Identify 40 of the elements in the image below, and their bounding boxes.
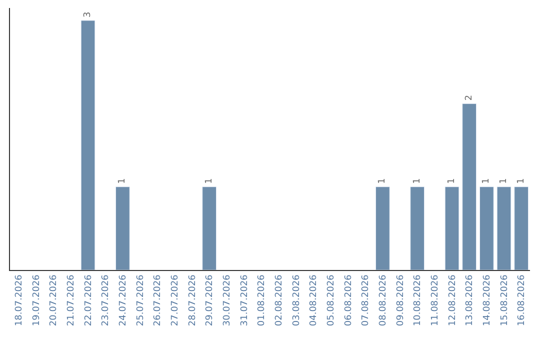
x-tick-label: 18.07.2026 (14, 274, 25, 326)
x-tick-label: 03.08.2026 (292, 274, 302, 326)
x-tick-label: 01.08.2026 (257, 274, 268, 326)
x-tick-label: 13.08.2026 (465, 274, 476, 326)
x-tick-label: 28.07.2026 (188, 274, 198, 326)
data-label: 1 (482, 178, 492, 184)
x-tick-label: 05.08.2026 (326, 274, 337, 326)
data-label: 1 (118, 178, 128, 184)
x-tick-label: 22.07.2026 (84, 274, 94, 326)
x-tick-label: 25.07.2026 (136, 274, 146, 326)
x-tick-label: 06.08.2026 (344, 274, 354, 326)
x-tick-label: 30.07.2026 (222, 274, 233, 326)
data-label: 2 (464, 94, 474, 101)
data-label: 1 (516, 178, 526, 184)
x-tick-label: 02.08.2026 (274, 274, 285, 326)
data-label: 1 (378, 178, 388, 184)
x-tick-label: 26.07.2026 (153, 274, 164, 326)
x-tick-label: 31.07.2026 (240, 274, 250, 326)
x-tick-label: 27.07.2026 (170, 274, 181, 326)
data-label: 3 (83, 12, 93, 18)
data-label: 1 (499, 178, 509, 184)
x-tick-label: 04.08.2026 (309, 274, 320, 326)
data-label: 1 (204, 178, 214, 184)
x-tick-label: 12.08.2026 (448, 274, 458, 326)
data-label: 1 (412, 178, 422, 184)
x-tick-label: 24.07.2026 (118, 274, 129, 326)
x-tick-label: 16.08.2026 (517, 274, 528, 326)
x-tick-label: 15.08.2026 (500, 274, 510, 326)
x-tick-label: 08.08.2026 (378, 274, 389, 326)
data-label: 1 (447, 178, 457, 184)
x-tick-label: 14.08.2026 (482, 274, 493, 326)
x-tick-label: 21.07.2026 (66, 274, 77, 326)
x-tick-label: 07.08.2026 (361, 274, 372, 326)
x-tick-label: 19.07.2026 (32, 274, 42, 326)
x-tick-label: 09.08.2026 (396, 274, 406, 326)
x-tick-label: 20.07.2026 (49, 274, 60, 326)
x-tick-label: 23.07.2026 (101, 274, 112, 326)
x-tick-label: 11.08.2026 (430, 274, 441, 326)
x-tick-label: 10.08.2026 (413, 274, 424, 326)
x-tick-label: 29.07.2026 (205, 274, 216, 326)
